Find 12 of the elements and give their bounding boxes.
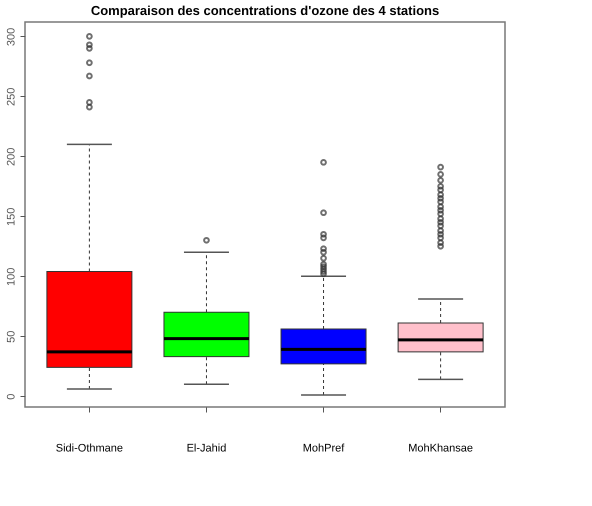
y-tick-label: 250 <box>6 88 18 106</box>
y-tick-label: 0 <box>6 394 18 400</box>
y-tick-label: 50 <box>6 330 18 343</box>
chart-title: Comparaison des concentrations d'ozone des 4 stations <box>90 3 440 18</box>
y-tick-label: 300 <box>6 28 18 46</box>
x-tick-label: MohPref <box>302 442 346 454</box>
y-tick-label: 100 <box>6 268 18 286</box>
x-tick-label: Sidi-Othmane <box>56 442 124 454</box>
x-tick-label: MohKhansae <box>408 442 474 454</box>
y-tick-label: 150 <box>6 208 18 226</box>
y-tick-label: 200 <box>6 148 18 166</box>
x-tick-label: El-Jahid <box>186 442 226 454</box>
